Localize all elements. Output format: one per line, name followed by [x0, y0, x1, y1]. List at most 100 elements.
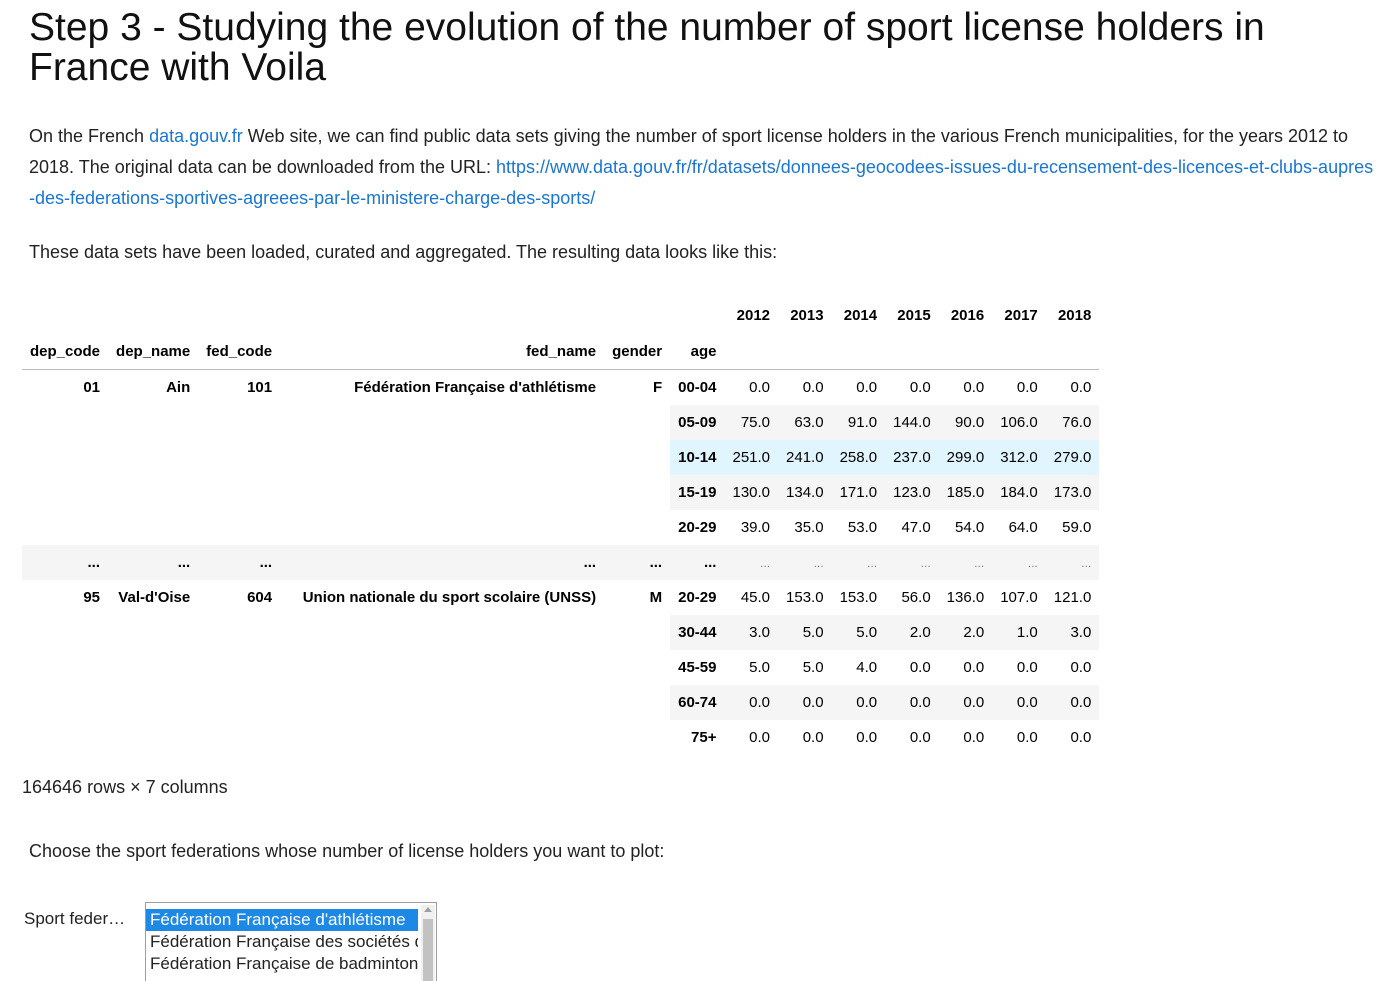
value-cell: 1.0 — [992, 615, 1046, 650]
value-cell: 0.0 — [938, 685, 993, 720]
index-header-dep-code: dep_code — [22, 333, 109, 370]
table-row: 20-29 39.0 35.0 53.0 47.0 54.0 64.0 59.0 — [22, 510, 1099, 545]
data-gouv-link[interactable]: data.gouv.fr — [149, 126, 243, 146]
choose-instruction: Choose the sport federations whose numbe… — [29, 841, 665, 861]
value-cell: 251.0 — [724, 440, 779, 475]
value-cell: 0.0 — [1016, 659, 1038, 676]
value-cell: 0.0 — [749, 379, 771, 396]
age-cell: 10-14 — [670, 440, 725, 475]
value-cell: 106.0 — [992, 405, 1046, 440]
table-row-highlighted: 10-14 251.0 241.0 258.0 237.0 299.0 312.… — [22, 440, 1100, 475]
value-cell: 90.0 — [938, 405, 993, 440]
gender-cell: M — [649, 589, 663, 606]
value-cell: 258.0 — [831, 440, 886, 475]
table-row: 60-74 0.0 0.0 0.0 0.0 0.0 0.0 0.0 — [22, 685, 1100, 720]
empty-header-cell — [778, 333, 832, 370]
value-cell: 53.0 — [847, 519, 878, 536]
value-cell: 0.0 — [1045, 685, 1100, 720]
federation-select-label: Sport feder… — [24, 909, 126, 928]
value-cell: 0.0 — [749, 729, 771, 746]
intro-text-start: On the French — [29, 126, 150, 146]
age-cell: 75+ — [691, 729, 717, 746]
value-cell: 0.0 — [963, 729, 985, 746]
empty-header-cell — [885, 333, 939, 370]
dataset-url-link[interactable]: https://www.data.gouv.fr/fr/datasets/don… — [29, 157, 1374, 208]
value-cell: 63.0 — [778, 405, 832, 440]
value-cell: 0.0 — [778, 685, 832, 720]
ellipsis-cell: ... — [670, 545, 725, 580]
value-cell: 123.0 — [885, 475, 939, 510]
value-cell: 0.0 — [885, 685, 939, 720]
empty-header-cell — [198, 297, 280, 333]
year-header-row: 2012 2013 2014 2015 2016 2017 2018 — [22, 297, 1099, 333]
value-cell: 35.0 — [794, 519, 824, 536]
dep-name-cell: Val-d'Oise — [118, 589, 191, 606]
dep-name-cell: Ain — [166, 379, 191, 396]
age-cell: 00-04 — [678, 379, 717, 396]
value-cell: 0.0 — [909, 729, 931, 746]
ellipsis-cell: ... — [778, 545, 832, 580]
value-cell: 56.0 — [901, 589, 931, 606]
age-cell: 20-29 — [678, 519, 717, 536]
value-cell: 136.0 — [946, 589, 985, 606]
value-cell: 107.0 — [1000, 589, 1038, 606]
value-cell: 54.0 — [955, 519, 985, 536]
value-cell: 299.0 — [938, 440, 993, 475]
empty-header-cell — [280, 297, 604, 333]
select-scrollbar[interactable] — [421, 905, 435, 981]
value-cell: 45.0 — [740, 589, 771, 606]
value-cell: 0.0 — [909, 659, 931, 676]
value-cell: 153.0 — [839, 589, 878, 606]
ellipsis-cell: ... — [1045, 545, 1100, 580]
ellipsis-cell: ... — [280, 545, 605, 580]
empty-header-cell — [670, 297, 724, 333]
intro-paragraph: On the French data.gouv.fr Web site, we … — [29, 121, 1379, 214]
ellipsis-cell: ... — [22, 545, 109, 580]
year-header: 2013 — [790, 306, 824, 324]
ellipsis-cell: ... — [938, 545, 993, 580]
federation-option-selected[interactable]: Fédération Française d'athlétisme — [146, 909, 418, 931]
empty-header-cell — [992, 333, 1046, 370]
value-cell: 0.0 — [1070, 729, 1092, 746]
year-header: 2012 — [736, 306, 771, 324]
ellipsis-cell: ... — [831, 545, 886, 580]
ellipsis-cell: ... — [108, 545, 199, 580]
value-cell: 3.0 — [724, 615, 779, 650]
federation-option[interactable]: Fédération Française de badminton — [150, 954, 418, 973]
federation-multiselect[interactable]: Fédération Française d'athlétisme Fédéra… — [145, 902, 437, 981]
value-cell: 153.0 — [786, 589, 824, 606]
value-cell: 0.0 — [992, 685, 1046, 720]
federation-option[interactable]: Fédération Française des sociétés d'avir… — [150, 932, 418, 951]
page-title: Step 3 - Studying the evolution of the n… — [29, 6, 1265, 89]
table-row: 45-59 5.0 5.0 4.0 0.0 0.0 0.0 0.0 — [22, 650, 1099, 685]
index-header-fed-name: fed_name — [280, 333, 605, 370]
value-cell: 279.0 — [1045, 440, 1100, 475]
ellipsis-cell: ... — [992, 545, 1046, 580]
value-cell: 2.0 — [885, 615, 939, 650]
value-cell: 144.0 — [885, 405, 939, 440]
scroll-up-arrow-icon[interactable] — [424, 907, 432, 912]
value-cell: 5.0 — [831, 615, 886, 650]
age-cell: 60-74 — [670, 685, 725, 720]
empty-header-cell — [108, 297, 198, 333]
empty-header-cell — [22, 297, 108, 333]
ellipsis-cell: ... — [885, 545, 939, 580]
dep-code-cell: 95 — [83, 589, 101, 606]
scrollbar-thumb[interactable] — [423, 919, 433, 981]
year-header: 2014 — [843, 306, 878, 324]
value-cell: 0.0 — [1070, 659, 1092, 676]
empty-header-cell — [831, 333, 886, 370]
age-cell: 45-59 — [678, 659, 717, 676]
table-row: 15-19 130.0 134.0 171.0 123.0 185.0 184.… — [22, 475, 1100, 510]
value-cell: 0.0 — [856, 729, 878, 746]
empty-header-cell — [724, 333, 779, 370]
value-cell: 0.0 — [802, 729, 824, 746]
value-cell: 0.0 — [963, 379, 985, 396]
value-cell: 64.0 — [1008, 519, 1038, 536]
value-cell: 0.0 — [963, 659, 985, 676]
value-cell: 171.0 — [831, 475, 886, 510]
loaded-paragraph: These data sets have been loaded, curate… — [29, 242, 778, 262]
ellipsis-cell: ... — [198, 545, 281, 580]
age-cell: 20-29 — [678, 589, 717, 606]
table-row: 05-09 75.0 63.0 91.0 144.0 90.0 106.0 76… — [22, 405, 1100, 440]
